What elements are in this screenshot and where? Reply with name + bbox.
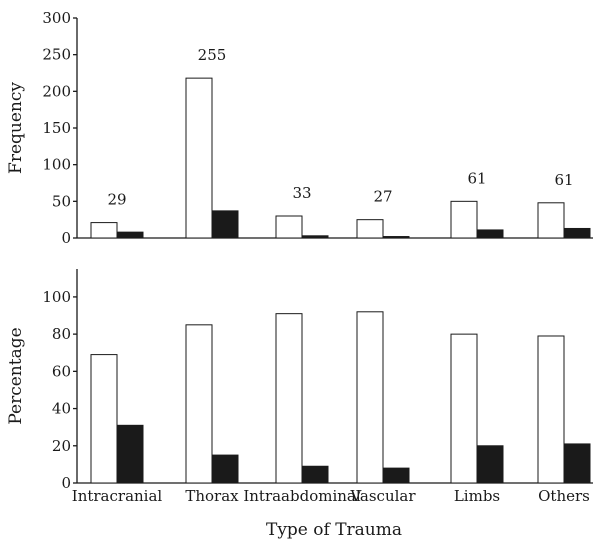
percentage-y-tick-label: 0 bbox=[61, 474, 71, 492]
frequency-bar-vascular-solid bbox=[382, 236, 410, 239]
category-label-thorax: Thorax bbox=[185, 487, 239, 505]
frequency-bar-thorax-solid bbox=[211, 210, 239, 239]
x-axis-title: Type of Trauma bbox=[266, 520, 402, 540]
percentage-bar-vascular-open bbox=[356, 311, 384, 484]
percentage-bar-intracranial-open bbox=[90, 354, 118, 484]
frequency-y-tick-label: 100 bbox=[42, 156, 71, 174]
percentage-bar-others-open bbox=[537, 335, 565, 484]
frequency-bar-thorax-open bbox=[185, 77, 213, 239]
category-label-vascular: Vascular bbox=[349, 487, 416, 505]
frequency-y-axis-title: Frequency bbox=[6, 82, 26, 174]
frequency-y-tick-label: 0 bbox=[61, 229, 71, 247]
percentage-bar-intraabdominal-solid bbox=[301, 465, 329, 484]
percentage-bar-thorax-solid bbox=[211, 454, 239, 484]
percentage-bar-intracranial-solid bbox=[116, 424, 144, 484]
frequency-total-label-intraabdominal: 33 bbox=[292, 184, 311, 202]
frequency-bar-vascular-open bbox=[356, 219, 384, 239]
frequency-y-tick-label: 200 bbox=[42, 82, 71, 100]
frequency-bar-others-open bbox=[537, 202, 565, 239]
frequency-bar-intracranial-solid bbox=[116, 231, 144, 239]
frequency-bar-limbs-solid bbox=[476, 229, 504, 239]
category-label-intracranial: Intracranial bbox=[72, 487, 163, 505]
frequency-total-label-vascular: 27 bbox=[373, 188, 392, 206]
frequency-bar-others-solid bbox=[563, 227, 591, 239]
frequency-total-label-intracranial: 29 bbox=[107, 191, 126, 209]
percentage-y-axis-title: Percentage bbox=[6, 327, 26, 424]
frequency-total-label-others: 61 bbox=[554, 171, 573, 189]
percentage-bar-vascular-solid bbox=[382, 467, 410, 484]
percentage-bar-limbs-open bbox=[450, 333, 478, 484]
percentage-bar-intraabdominal-open bbox=[275, 313, 303, 484]
frequency-y-tick-label: 250 bbox=[42, 46, 71, 64]
percentage-bar-others-solid bbox=[563, 443, 591, 484]
percentage-bar-limbs-solid bbox=[476, 445, 504, 484]
percentage-panel: 0 20 40 60 80 100 Percentage Intracranial Thorax… bbox=[6, 269, 593, 505]
category-label-limbs: Limbs bbox=[454, 487, 500, 505]
percentage-y-tick-label: 60 bbox=[52, 362, 71, 380]
percentage-y-tick-label: 20 bbox=[52, 437, 71, 455]
frequency-bar-intraabdominal-solid bbox=[301, 235, 329, 239]
frequency-bar-intraabdominal-open bbox=[275, 215, 303, 239]
frequency-y-tick-label: 300 bbox=[42, 9, 71, 27]
percentage-bar-thorax-open bbox=[185, 324, 213, 484]
frequency-panel: 0 50 100 150 200 250 300 Frequency 29 255 33 27 61 61 bbox=[6, 9, 593, 247]
category-label-others: Others bbox=[538, 487, 590, 505]
frequency-y-tick-label: 150 bbox=[42, 119, 71, 137]
frequency-total-label-thorax: 255 bbox=[198, 46, 227, 64]
category-label-intraabdominal: Intraabdominal bbox=[243, 487, 361, 505]
percentage-y-tick-label: 100 bbox=[42, 288, 71, 306]
percentage-y-tick-label: 40 bbox=[52, 400, 71, 418]
percentage-y-tick-label: 80 bbox=[52, 325, 71, 343]
frequency-total-label-limbs: 61 bbox=[467, 169, 486, 187]
frequency-bar-intracranial-open bbox=[90, 222, 118, 239]
frequency-y-tick-label: 50 bbox=[52, 192, 71, 210]
frequency-bar-limbs-open bbox=[450, 200, 478, 239]
